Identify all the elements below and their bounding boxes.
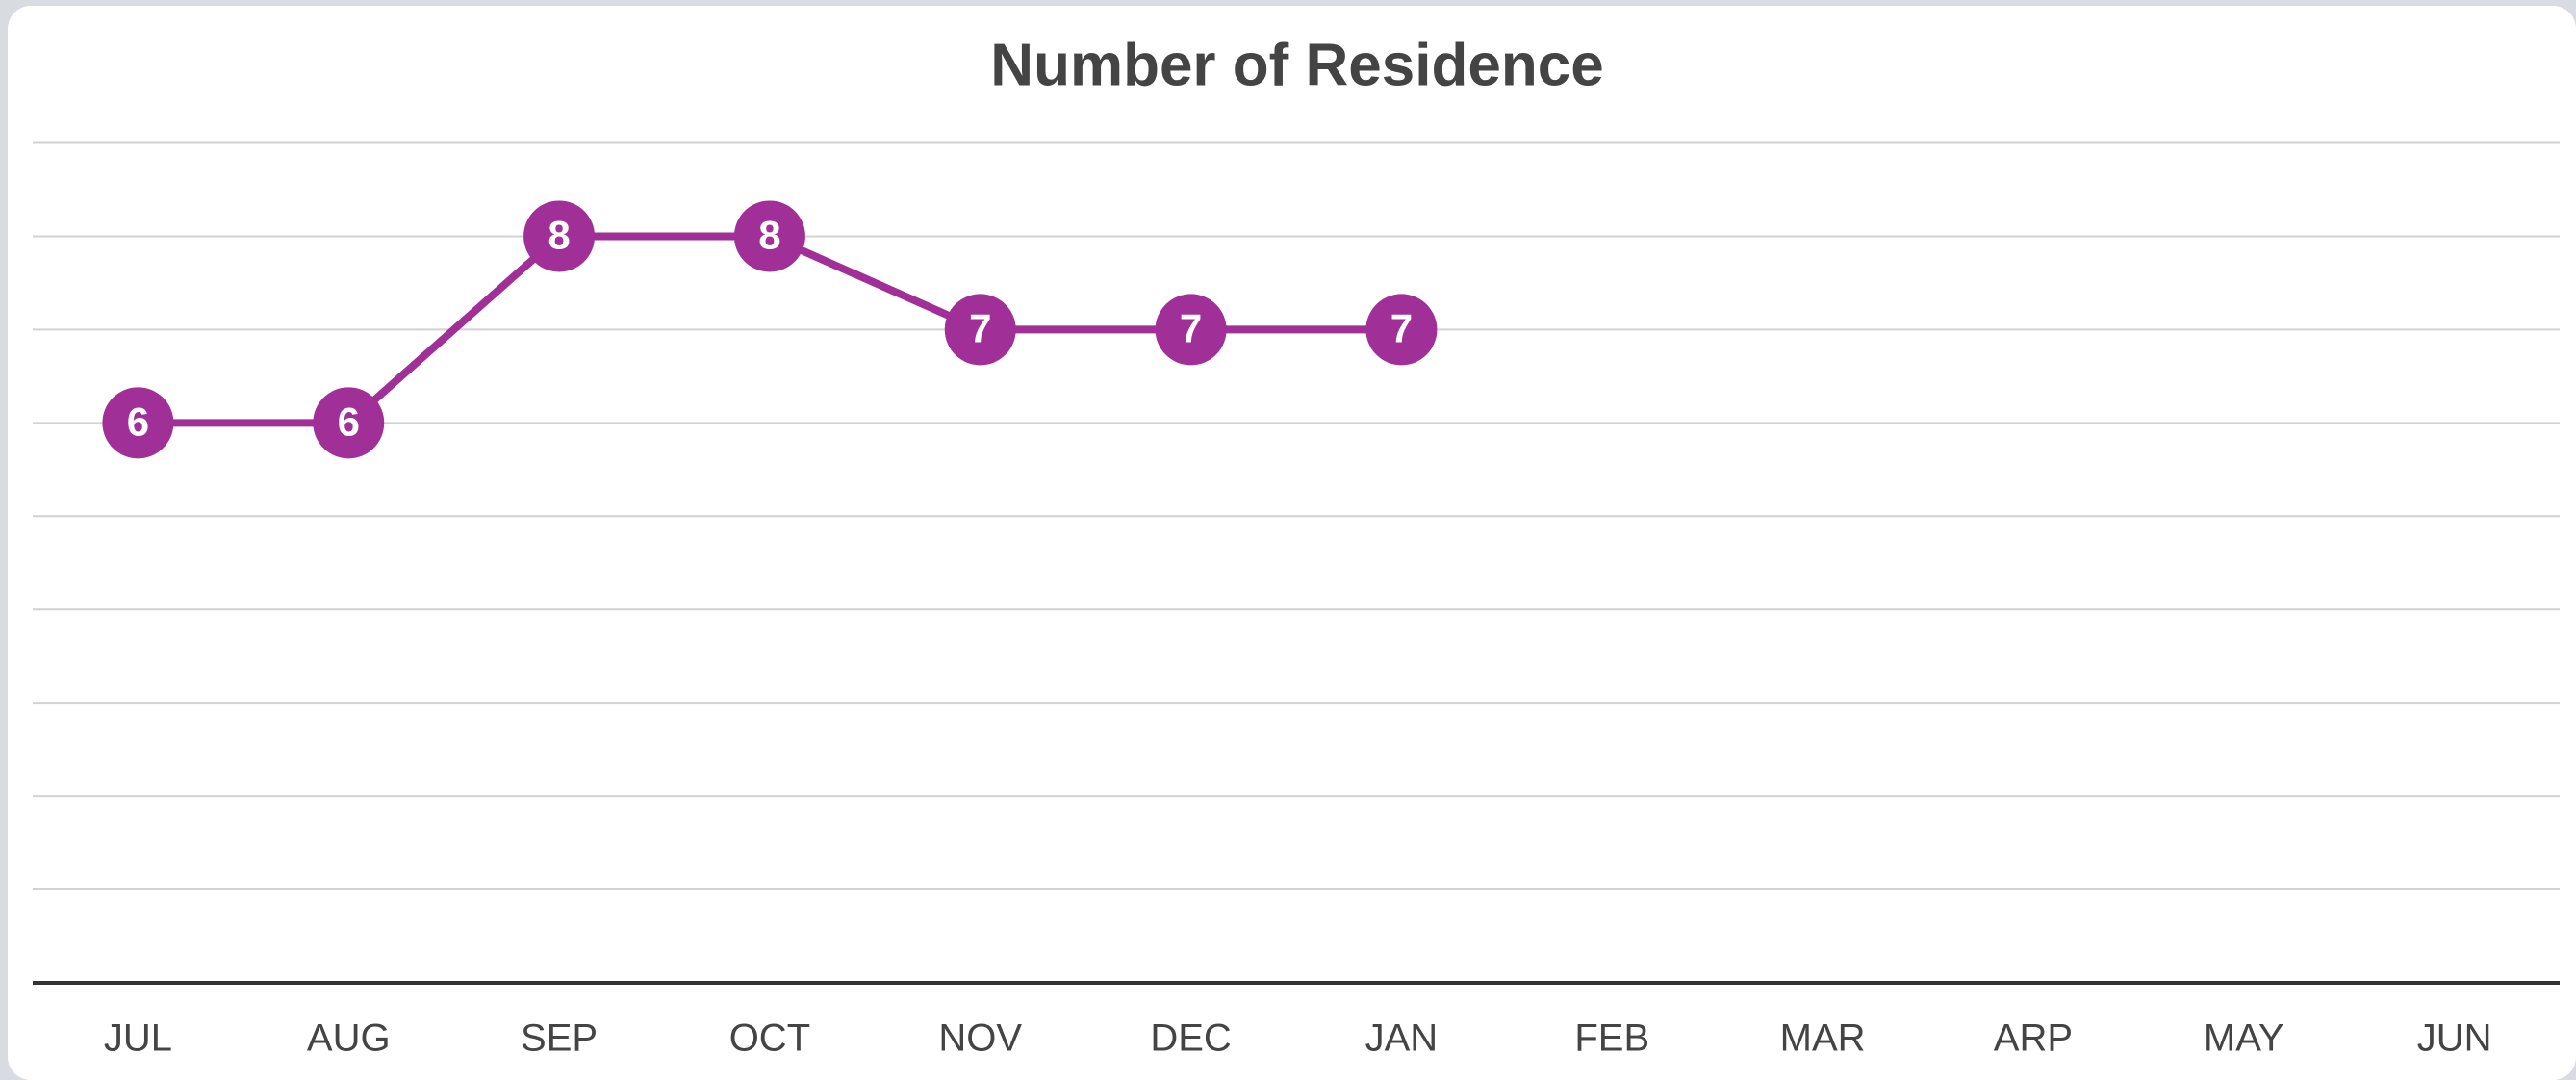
x-tick-label: FEB bbox=[1574, 1017, 1649, 1060]
x-tick-label: JUN bbox=[2417, 1017, 2492, 1060]
x-tick-label: MAY bbox=[2204, 1017, 2284, 1060]
x-tick-label: AUG bbox=[307, 1017, 391, 1060]
x-tick-label: ARP bbox=[1994, 1017, 2073, 1060]
data-label: 6 bbox=[127, 399, 149, 444]
data-point bbox=[313, 387, 385, 459]
data-point bbox=[102, 387, 174, 459]
card bbox=[8, 6, 2576, 1080]
x-tick-label: DEC bbox=[1150, 1017, 1231, 1060]
x-tick-label: NOV bbox=[938, 1017, 1022, 1060]
data-label: 7 bbox=[969, 305, 991, 350]
data-label: 7 bbox=[1180, 305, 1202, 350]
data-point bbox=[1365, 294, 1438, 366]
data-point bbox=[523, 200, 596, 272]
data-label: 8 bbox=[758, 213, 780, 258]
data-label: 8 bbox=[548, 213, 570, 258]
x-tick-label: JAN bbox=[1365, 1017, 1439, 1060]
data-point bbox=[1155, 294, 1227, 366]
x-tick-label: SEP bbox=[521, 1017, 598, 1060]
data-point bbox=[733, 200, 805, 272]
x-tick-label: JUL bbox=[104, 1017, 172, 1060]
x-tick-label: MAR bbox=[1780, 1017, 1866, 1060]
data-label: 6 bbox=[338, 399, 360, 444]
x-tick-label: OCT bbox=[729, 1017, 810, 1060]
data-label: 7 bbox=[1390, 305, 1413, 350]
data-point bbox=[944, 294, 1016, 366]
chart-title: Number of Residence bbox=[990, 32, 1603, 98]
